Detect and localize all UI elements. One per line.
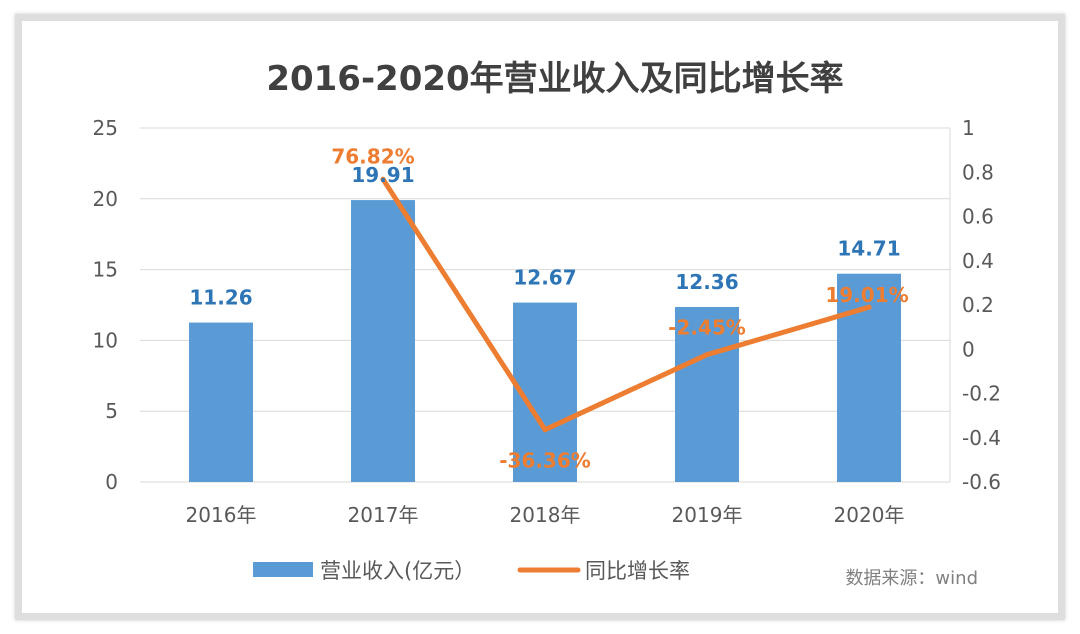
line-data-label: 19.01% [825,283,908,307]
line-point [380,176,386,182]
legend-swatch-bar [253,562,313,577]
right-tick-label: 0.4 [962,249,994,273]
growth-line [380,176,872,433]
line-point [866,304,872,310]
bar-data-label: 11.26 [189,286,252,310]
left-tick-label: 0 [105,470,118,494]
legend-label-bar: 营业收入(亿元） [320,559,475,583]
x-tick-label: 2018年 [510,503,581,527]
x-tick-label: 2020年 [834,503,905,527]
left-tick-label: 25 [93,116,118,140]
right-tick-label: -0.2 [962,382,1001,406]
left-tick-label: 10 [93,328,118,352]
right-tick-label: -0.4 [962,426,1001,450]
left-tick-label: 15 [93,258,118,282]
bar-data-label: 14.71 [837,237,900,261]
bar [675,306,739,482]
x-tick-label: 2017年 [348,503,419,527]
line-data-label: -36.36% [499,449,591,473]
bar [189,322,253,482]
right-tick-label: 1 [962,116,975,140]
right-tick-label: -0.6 [962,470,1001,494]
chart-title: 2016-2020年营业收入及同比增长率 [266,59,843,99]
line-data-label: -2.45% [668,316,746,340]
right-tick-label: 0.2 [962,293,994,317]
bar-data-label: 12.36 [675,270,738,294]
left-tick-label: 20 [93,187,118,211]
source-note: 数据来源：wind [845,568,978,589]
bar-data-label: 19.91 [351,163,414,187]
bar [351,200,415,482]
line-data-label: 76.82% [331,144,414,168]
right-tick-label: 0.8 [962,160,994,184]
x-tick-label: 2016年 [186,503,257,527]
x-tick-label: 2019年 [672,503,743,527]
left-tick-label: 5 [105,399,118,423]
right-tick-label: 0.6 [962,205,994,229]
legend-label-line: 同比增长率 [585,559,690,583]
line-point [542,427,548,433]
legend: 营业收入(亿元） 同比增长率 [253,559,690,583]
bar-data-label: 12.67 [513,266,576,290]
line-point [704,352,710,358]
right-tick-label: 0 [962,337,975,361]
